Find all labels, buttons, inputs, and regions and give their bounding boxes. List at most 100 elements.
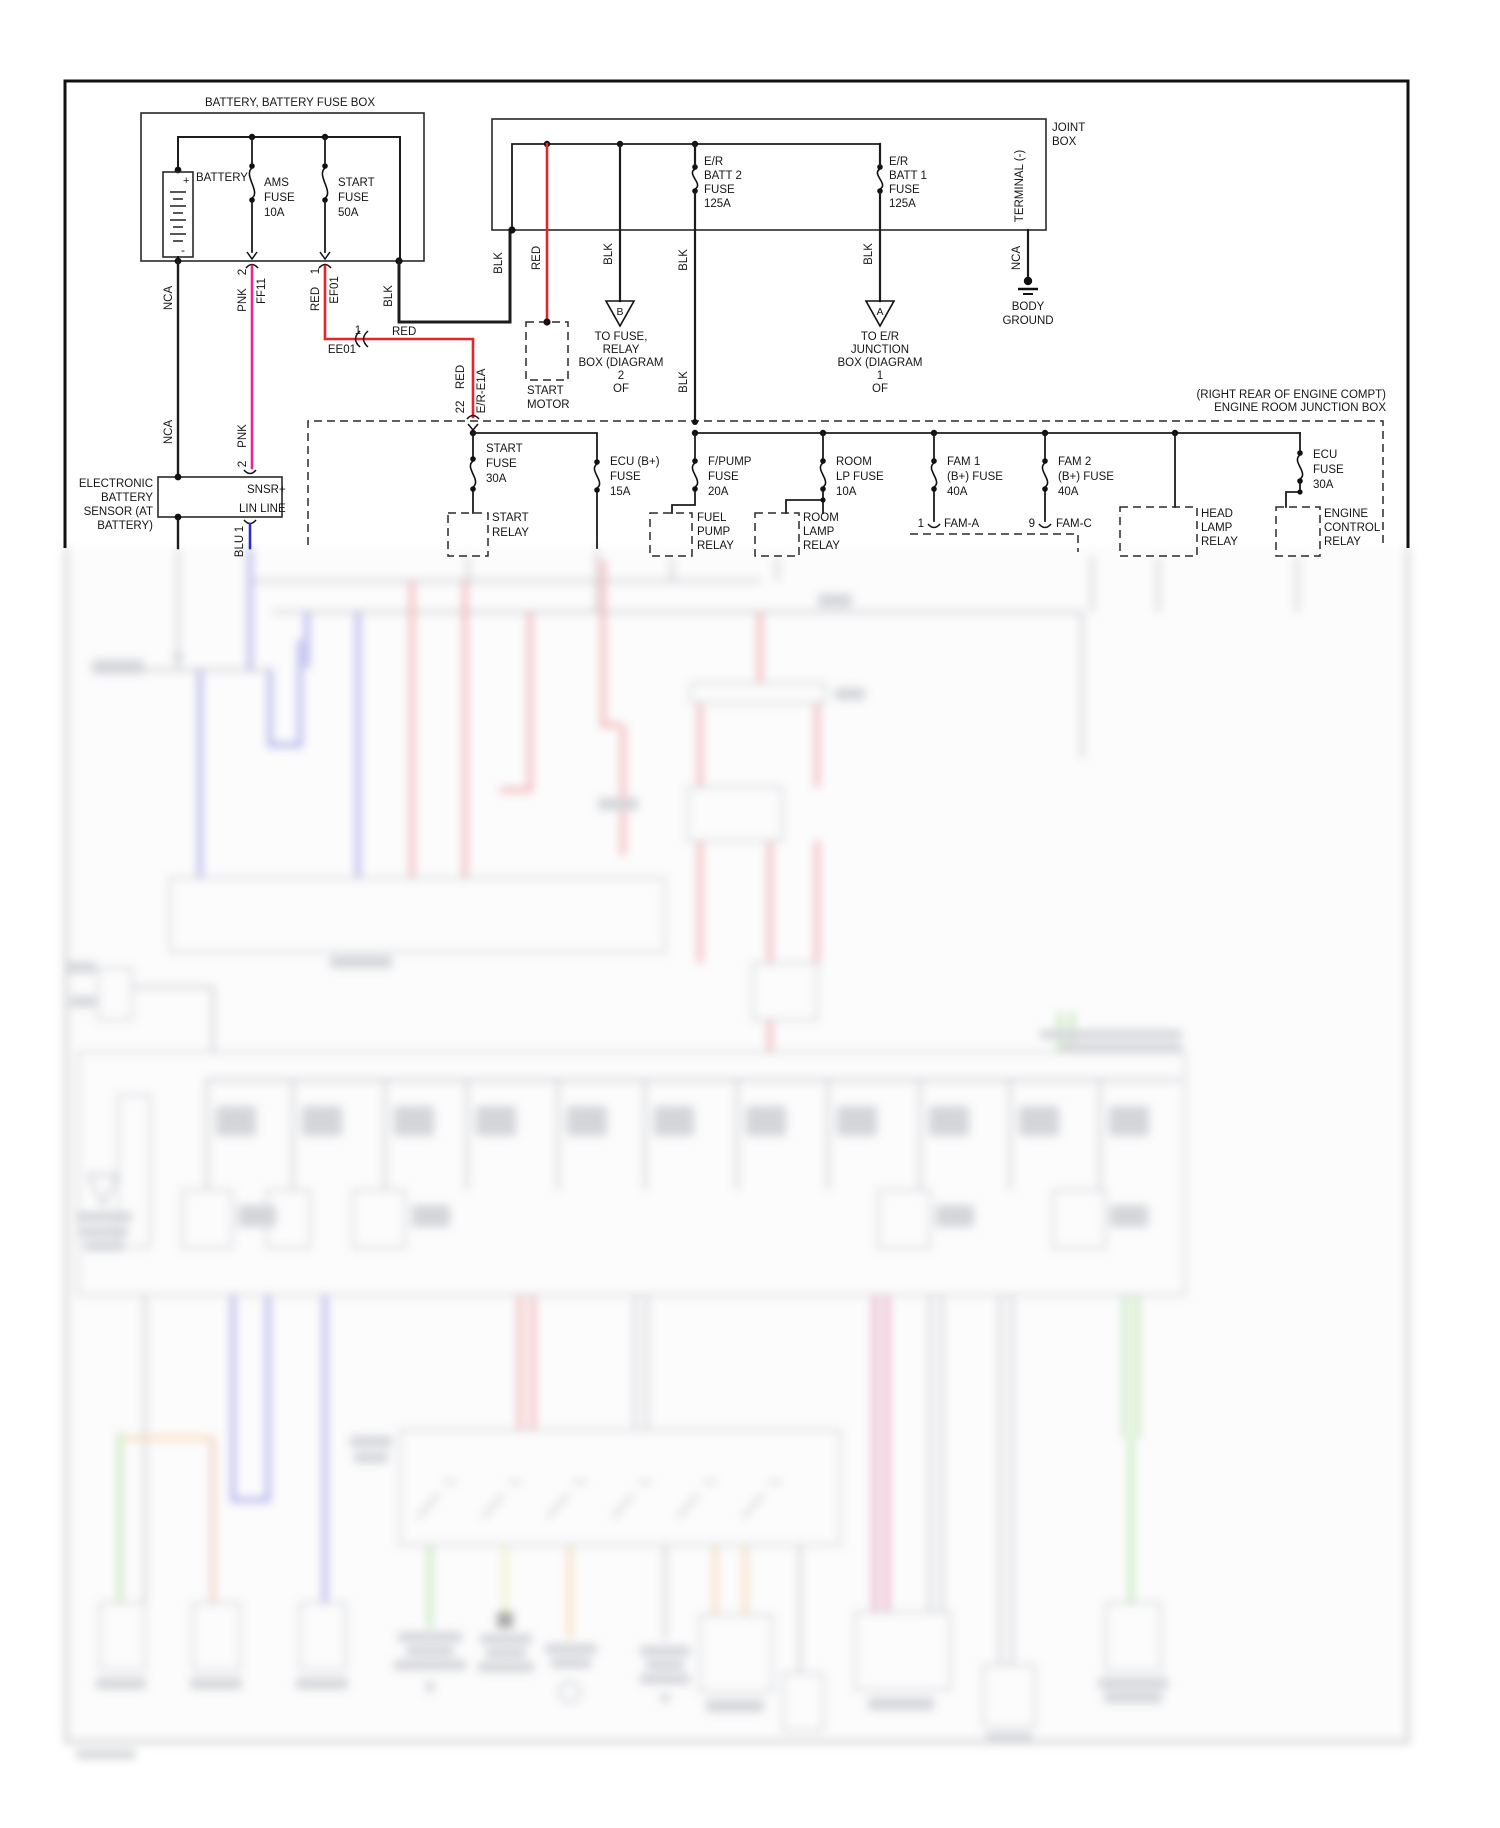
triangle-a-t2: JUNCTION [851,344,909,356]
magenta-wires-blurred [872,1295,890,1612]
fuel-pump-relay: FUEL PUMP RELAY [649,512,734,557]
fam-a-label: FAM-A [944,518,979,530]
switch-box-blurred [350,1429,841,1546]
triangle-b-t4: 2 [618,370,624,382]
head-relay-l1: HEAD [1201,508,1233,520]
fam2-fuse-l1: FAM 2 [1058,456,1091,468]
triangle-a-reference: A TO E/R JUNCTION BOX (DIAGRAM 1 OF [838,300,923,395]
ams-fuse-l3: 10A [264,207,285,219]
triangle-b-t5: OF [613,383,629,395]
red-wires-blurred [409,560,820,1430]
start-fuse-50a: START FUSE 50A [319,136,375,261]
blk-label-triangle-a: BLK [863,243,875,265]
fam1-fuse-l2: (B+) FUSE [947,471,1003,483]
room-fuse-l1: ROOM [836,456,872,468]
er-batt2-l1: E/R [704,156,723,168]
battery-label: BATTERY [196,172,248,184]
red-label-upper: RED [310,287,322,311]
triangle-a-t4: 1 [877,370,883,382]
ams-fuse-l2: FUSE [264,192,295,204]
er-batt2-l4: 125A [704,198,731,210]
second-junction-box-blurred [76,1030,1186,1296]
ecu-b-fuse-l2: FUSE [610,471,641,483]
sensor-snsr-label: SNSR+ [247,484,286,496]
fpump-fuse-20a: F/PUMP FUSE 20A [671,432,752,514]
fam1-fuse-40a: FAM 1 (B+) FUSE 40A 1 FAM-A [918,432,1003,530]
er-e1a-pin-label: 22 [455,401,467,414]
engine-relay-l2: CONTROL [1324,522,1381,534]
green-wires-blurred [117,1012,1140,1628]
blk-label-battery: BLK [383,285,395,307]
blue-wires-blurred [197,548,361,1603]
blu-label: BLU [234,535,246,557]
start-motor-l1: START [527,385,564,397]
engine-control-relay: ENGINE CONTROL RELAY [1275,506,1381,557]
body-ground-symbol [1018,276,1038,295]
red-wire: 1 RED EF01 1 EE01 RED RED 22 E/R-E1A [310,263,488,432]
joint-box-label-1: JOINT [1052,122,1085,134]
start-relay: START RELAY [447,512,529,557]
er-batt1-l1: E/R [889,156,908,168]
er-batt1-l3: FUSE [889,184,920,196]
er-batt1-l4: 125A [889,198,916,210]
component-cluster-blurred [687,682,826,1021]
nca-label-lower: NCA [163,420,175,445]
ecu-b-fuse-l1: ECU (B+) [610,456,660,468]
body-ground-l1: BODY [1012,301,1045,313]
er-batt2-fuse: E/R BATT 2 FUSE 125A BLK BLK [678,142,742,423]
blk-label-joint: BLK [493,252,505,274]
ee01-connector-label: EE01 [328,344,356,356]
page-border-blurred [64,546,1410,1744]
sensor-lin-label: LIN LINE [239,503,286,515]
triangle-a-t1: TO E/R [861,331,899,343]
fpump-fuse-l3: 20A [708,486,729,498]
ecu-b-fuse-15a: ECU (B+) FUSE 15A [472,432,660,549]
ff11-connector-label: FF11 [256,278,268,304]
sensor-label-l3: SENSOR (AT [84,506,153,518]
sensor-label-l2: BATTERY [101,492,153,504]
nca-wire: NCA NCA [163,259,180,550]
room-lamp-relay: ROOM LAMP RELAY [754,512,840,557]
sensor-label-l1: ELECTRONIC [79,478,153,490]
fam-c-pin: 9 [1029,518,1035,530]
triangle-b-t2: RELAY [603,344,640,356]
head-relay-l3: RELAY [1201,536,1238,548]
fam2-fuse-l2: (B+) FUSE [1058,471,1114,483]
triangle-a-t3: BOX (DIAGRAM [838,357,923,369]
fam2-fuse-l3: 40A [1058,486,1079,498]
crisp-diagram-section: BATTERY, BATTERY FUSE BOX + - BATTERY [63,79,1410,557]
red-pin-label: 1 [310,268,322,274]
ef01-connector-label: EF01 [329,276,341,304]
pnk-pin-lower-label: 2 [237,461,249,467]
footer-code-blurred [76,1750,136,1759]
start-fuse50-l1: START [338,177,375,189]
blurred-diagram-section [64,546,1410,1759]
nca-terminal-label: NCA [1011,246,1023,271]
fam1-fuse-l3: 40A [947,486,968,498]
red-label-mid: RED [392,326,416,338]
start-fuse-30a: START FUSE 30A [469,429,523,514]
fpump-fuse-l2: FUSE [708,471,739,483]
head-lamp-relay: HEAD LAMP RELAY [1119,432,1238,557]
er-batt2-l3: FUSE [704,184,735,196]
joint-box-label-2: BOX [1052,136,1077,148]
battery-box-title: BATTERY, BATTERY FUSE BOX [205,97,375,109]
joint-box: JOINT BOX RED BLK E/R BATT 2 FUSE 125A [491,118,1085,423]
junction-box-location-1: (RIGHT REAR OF ENGINE COMPT) [1196,389,1386,401]
er-batt2-l2: BATT 2 [704,170,742,182]
er-batt1-fuse: E/R BATT 1 FUSE 125A BLK [863,142,927,303]
fam2-fuse-40a: FAM 2 (B+) FUSE 40A 9 FAM-C [1029,432,1114,530]
orange-wires-blurred [125,1435,748,1638]
room-relay-l3: RELAY [803,540,840,552]
room-relay-l2: LAMP [803,526,835,538]
triangle-b-t1: TO FUSE, [595,331,648,343]
start-relay-l1: START [492,512,529,524]
ams-fuse-l1: AMS [264,177,289,189]
ecu-fuse-l1: ECU [1313,449,1337,461]
sensor-label-l4: BATTERY) [97,520,153,532]
battery-symbol: + - [162,171,194,263]
fuel-relay-l3: RELAY [697,540,734,552]
engine-relay-l3: RELAY [1324,536,1361,548]
blk-label-fpump-lower: BLK [678,371,690,393]
